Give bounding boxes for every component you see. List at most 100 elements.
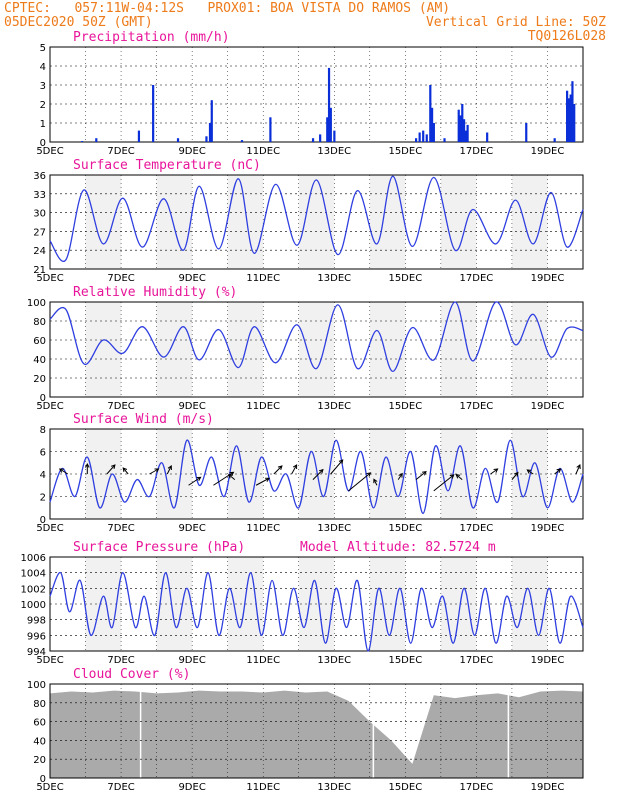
day-stripe bbox=[511, 175, 548, 269]
precip-bar bbox=[464, 130, 467, 142]
precip-bar bbox=[443, 138, 446, 142]
rh-line bbox=[49, 301, 584, 373]
x-tick-label: 13DEC bbox=[317, 782, 351, 793]
y-tick-label: 40 bbox=[33, 355, 46, 366]
precip-bar bbox=[567, 98, 570, 142]
x-tick-label: 9DEC bbox=[178, 782, 205, 793]
precip-bar bbox=[311, 138, 315, 142]
x-tick-label: 5DEC bbox=[36, 146, 63, 157]
wind-line bbox=[49, 439, 584, 515]
wind-arrowhead bbox=[576, 464, 581, 470]
x-tick-label: 5DEC bbox=[36, 782, 63, 793]
x-tick-label: 17DEC bbox=[460, 523, 494, 534]
precip-bar bbox=[208, 123, 212, 142]
wind-vector bbox=[433, 474, 455, 492]
y-tick-label: 60 bbox=[33, 336, 46, 347]
x-tick-label: 17DEC bbox=[460, 273, 494, 284]
precip-bar bbox=[569, 94, 572, 142]
y-tick-label: 3 bbox=[40, 81, 46, 92]
precip-bar bbox=[326, 117, 329, 142]
wind-arrowhead bbox=[398, 472, 403, 478]
x-tick-label: 17DEC bbox=[460, 146, 494, 157]
wind-arrowhead bbox=[229, 471, 235, 477]
y-tick-label: 30 bbox=[33, 209, 46, 220]
x-tick-label: 13DEC bbox=[317, 146, 351, 157]
wind-arrowhead bbox=[514, 471, 519, 477]
x-tick-label: 5DEC bbox=[36, 655, 63, 666]
y-tick-label: 8 bbox=[40, 425, 46, 436]
wind-arrowhead bbox=[493, 468, 499, 473]
x-tick-label: 15DEC bbox=[388, 523, 422, 534]
precip-bar bbox=[432, 123, 435, 142]
wind-vector bbox=[415, 471, 427, 481]
y-tick-label: 5 bbox=[40, 43, 46, 54]
x-tick-label: 9DEC bbox=[178, 655, 205, 666]
y-tick-label: 1 bbox=[40, 119, 46, 130]
y-tick-label: 0 bbox=[40, 138, 46, 149]
panel-title-temp: Surface Temperature (nC) bbox=[73, 158, 261, 173]
panel-cloud bbox=[49, 683, 584, 779]
precip-bar bbox=[566, 90, 569, 142]
wind-vector bbox=[59, 468, 69, 475]
x-tick-label: 9DEC bbox=[178, 273, 205, 284]
x-tick-label: 17DEC bbox=[460, 401, 494, 412]
precip-bar bbox=[418, 132, 421, 142]
wind-vector bbox=[188, 476, 201, 486]
y-tick-label: 80 bbox=[33, 317, 46, 328]
pres-line bbox=[49, 572, 584, 652]
x-tick-label: 19DEC bbox=[531, 655, 565, 666]
precip-bar bbox=[327, 67, 331, 142]
wind-arrowhead bbox=[338, 459, 344, 465]
panel-title-rh: Relative Humidity (%) bbox=[73, 285, 237, 300]
day-stripe bbox=[369, 302, 406, 397]
x-tick-label: 13DEC bbox=[317, 523, 351, 534]
panel-wind bbox=[49, 428, 584, 520]
wind-vector bbox=[348, 472, 371, 492]
y-tick-label: 100 bbox=[27, 298, 46, 309]
y-tick-label: 33 bbox=[33, 190, 46, 201]
wind-arrowhead bbox=[277, 465, 283, 470]
x-tick-label: 9DEC bbox=[178, 146, 205, 157]
y-tick-label: 20 bbox=[33, 755, 46, 766]
wind-vector bbox=[166, 465, 172, 475]
x-tick-label: 15DEC bbox=[388, 273, 422, 284]
panel-temp bbox=[49, 174, 584, 270]
x-tick-label: 15DEC bbox=[388, 655, 422, 666]
wind-arrowhead bbox=[265, 477, 271, 482]
precip-bar bbox=[152, 85, 155, 142]
wind-vector bbox=[526, 469, 534, 475]
wind-vector bbox=[490, 468, 498, 475]
x-tick-label: 9DEC bbox=[178, 401, 205, 412]
x-tick-label: 13DEC bbox=[317, 655, 351, 666]
y-tick-label: 0 bbox=[40, 393, 46, 404]
y-tick-label: 0 bbox=[40, 515, 46, 526]
wind-arrowhead bbox=[58, 468, 64, 473]
precip-bar bbox=[571, 81, 574, 142]
wind-vector bbox=[106, 464, 116, 475]
y-tick-label: 4 bbox=[40, 62, 46, 73]
panel-title-precip: Precipitation (mm/h) bbox=[73, 30, 230, 45]
wind-vector bbox=[312, 469, 324, 480]
x-tick-label: 19DEC bbox=[531, 401, 565, 412]
x-tick-label: 9DEC bbox=[178, 523, 205, 534]
precip-bar bbox=[457, 109, 460, 142]
y-tick-label: 1000 bbox=[21, 600, 46, 611]
x-tick-label: 15DEC bbox=[388, 146, 422, 157]
precip-bar bbox=[422, 130, 425, 142]
panel-frame bbox=[49, 174, 584, 270]
wind-vector bbox=[255, 477, 270, 486]
panel-title-cloud: Cloud Cover (%) bbox=[73, 667, 190, 682]
precip-bar bbox=[525, 123, 528, 142]
header-line3-right: TQ0126L028 bbox=[527, 29, 606, 44]
precip-bar bbox=[329, 107, 332, 142]
precip-bar bbox=[210, 100, 213, 142]
x-tick-label: 11DEC bbox=[246, 273, 280, 284]
precip-bar bbox=[176, 138, 180, 142]
x-tick-label: 11DEC bbox=[246, 782, 280, 793]
day-stripe bbox=[298, 302, 335, 397]
x-tick-label: 7DEC bbox=[107, 523, 134, 534]
precip-bar bbox=[462, 119, 466, 142]
y-tick-label: 27 bbox=[33, 227, 46, 238]
y-tick-label: 996 bbox=[27, 631, 46, 642]
